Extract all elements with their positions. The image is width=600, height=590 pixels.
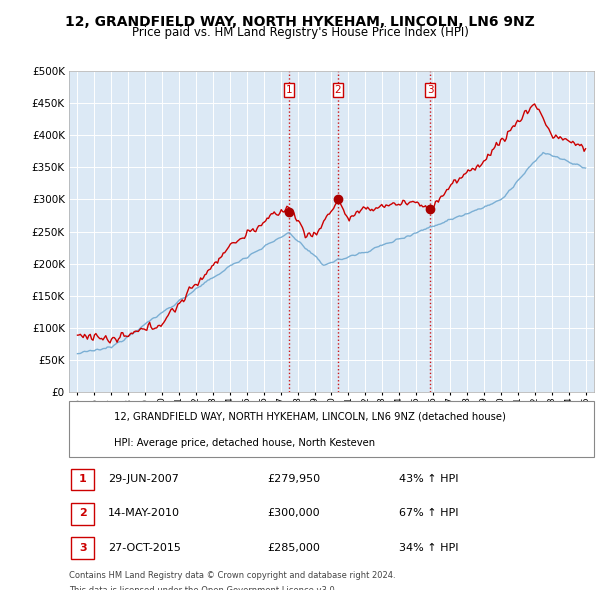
Text: 2: 2 — [79, 509, 86, 518]
Text: £279,950: £279,950 — [267, 474, 320, 484]
Text: Price paid vs. HM Land Registry's House Price Index (HPI): Price paid vs. HM Land Registry's House … — [131, 26, 469, 39]
Text: 43% ↑ HPI: 43% ↑ HPI — [399, 474, 458, 484]
Text: 2: 2 — [334, 86, 341, 95]
Text: Contains HM Land Registry data © Crown copyright and database right 2024.: Contains HM Land Registry data © Crown c… — [69, 572, 395, 581]
Text: 34% ↑ HPI: 34% ↑ HPI — [399, 543, 458, 552]
Text: 27-OCT-2015: 27-OCT-2015 — [108, 543, 181, 552]
Text: £285,000: £285,000 — [267, 543, 320, 552]
Text: HPI: Average price, detached house, North Kesteven: HPI: Average price, detached house, Nort… — [114, 438, 375, 448]
Text: This data is licensed under the Open Government Licence v3.0.: This data is licensed under the Open Gov… — [69, 586, 337, 590]
Text: 12, GRANDFIELD WAY, NORTH HYKEHAM, LINCOLN, LN6 9NZ (detached house): 12, GRANDFIELD WAY, NORTH HYKEHAM, LINCO… — [114, 412, 506, 422]
Text: 67% ↑ HPI: 67% ↑ HPI — [399, 509, 458, 518]
Text: 1: 1 — [79, 474, 86, 484]
Text: 12, GRANDFIELD WAY, NORTH HYKEHAM, LINCOLN, LN6 9NZ: 12, GRANDFIELD WAY, NORTH HYKEHAM, LINCO… — [65, 15, 535, 29]
Text: £300,000: £300,000 — [267, 509, 320, 518]
Text: 1: 1 — [286, 86, 292, 95]
Text: 3: 3 — [427, 86, 433, 95]
Text: 14-MAY-2010: 14-MAY-2010 — [108, 509, 180, 518]
Text: 3: 3 — [79, 543, 86, 552]
Text: 29-JUN-2007: 29-JUN-2007 — [108, 474, 179, 484]
